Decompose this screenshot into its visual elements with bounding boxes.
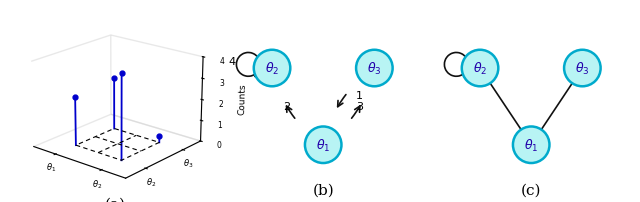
Circle shape [564,50,600,87]
Text: $\theta_2$: $\theta_2$ [473,61,487,77]
Text: (c): (c) [521,183,541,197]
Circle shape [305,127,342,163]
Text: 2: 2 [283,102,290,112]
Text: $\theta_1$: $\theta_1$ [316,137,330,153]
Text: 4: 4 [228,56,236,66]
Circle shape [356,50,392,87]
Text: $\theta_2$: $\theta_2$ [265,61,279,77]
Text: $\theta_3$: $\theta_3$ [575,61,589,77]
Text: 3: 3 [356,102,364,112]
Text: 1: 1 [356,91,364,101]
Circle shape [462,50,499,87]
Text: $\theta_1$: $\theta_1$ [524,137,538,153]
Text: $\theta_3$: $\theta_3$ [367,61,381,77]
Circle shape [254,50,291,87]
Circle shape [513,127,550,163]
Text: (a): (a) [105,196,125,202]
Text: (b): (b) [312,183,334,197]
